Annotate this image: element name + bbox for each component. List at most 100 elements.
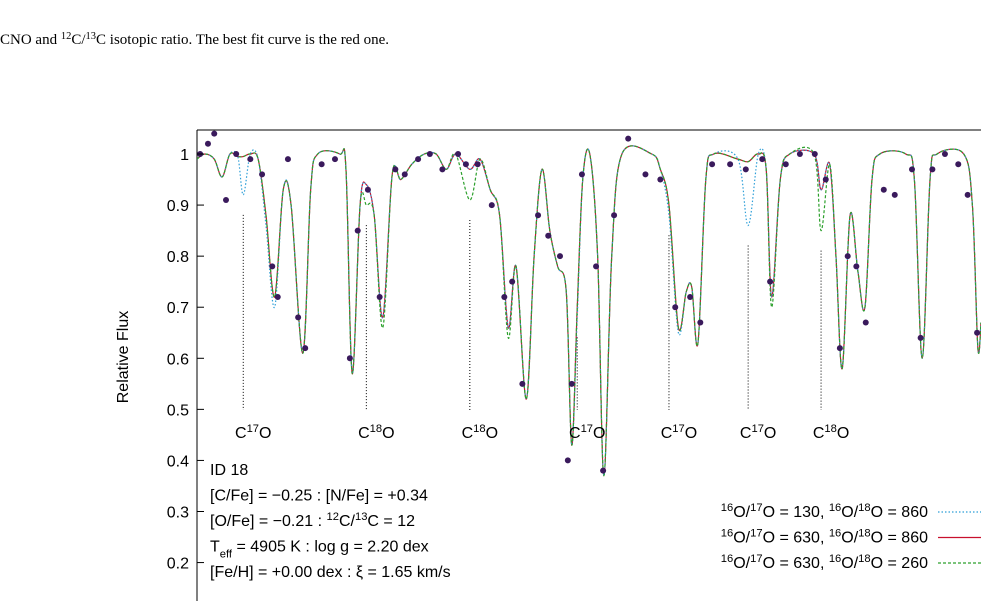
text-part: C <box>661 425 673 442</box>
observed-point <box>642 171 649 178</box>
observed-point <box>697 319 704 326</box>
text-part: O = 860 <box>871 504 928 521</box>
text-part: O/ <box>733 530 750 547</box>
observed-point <box>354 227 361 234</box>
observed-point <box>974 329 981 336</box>
text-part: CNO and <box>0 32 61 48</box>
observed-point <box>401 171 408 178</box>
observed-point <box>376 294 383 301</box>
text-part: C <box>462 425 474 442</box>
text-part: 17 <box>750 502 762 514</box>
text-part: C <box>235 425 247 442</box>
text-part: 13 <box>86 31 97 42</box>
plot-area <box>197 130 981 477</box>
observed-point <box>415 156 422 163</box>
observed-point <box>364 186 371 193</box>
y-tick-label: 0.5 <box>167 402 189 419</box>
observed-point <box>742 166 749 173</box>
text-part: eff <box>220 549 233 561</box>
observed-point <box>844 253 851 260</box>
observed-point <box>556 253 563 260</box>
text-part: ID 18 <box>210 462 248 479</box>
text-part: O/ <box>841 530 858 547</box>
text-part: 18 <box>858 528 870 540</box>
observed-point <box>204 140 211 147</box>
text-part: C <box>569 425 581 442</box>
observed-point <box>709 161 716 168</box>
observed-point <box>568 380 575 387</box>
info-line: [Fe/H] = +0.00 dex : ξ = 1.65 km/s <box>210 564 451 581</box>
observed-point <box>836 345 843 352</box>
observed-point <box>455 151 462 158</box>
text-part: 16 <box>829 502 841 514</box>
text-part: 18 <box>370 423 382 435</box>
line-id-label: C18O <box>462 423 498 442</box>
observed-point <box>782 161 789 168</box>
text-part: 12 <box>327 511 339 523</box>
text-part: 16 <box>721 502 733 514</box>
text-part: C <box>813 425 825 442</box>
text-part: 12 <box>61 31 72 42</box>
text-part: 18 <box>824 423 836 435</box>
observed-point <box>247 156 254 163</box>
info-line: Teff = 4905 K : log g = 2.20 dex <box>210 539 429 561</box>
text-part: C <box>740 425 752 442</box>
text-part: O <box>382 425 394 442</box>
observed-point <box>295 314 302 321</box>
observed-point <box>578 171 585 178</box>
observed-point <box>891 191 898 198</box>
observed-point <box>853 263 860 270</box>
observed-point <box>346 355 353 362</box>
observed-point <box>600 467 607 474</box>
text-part: 16 <box>721 553 733 565</box>
text-part: 18 <box>858 502 870 514</box>
caption: CNO and 12C/13C isotopic ratio. The best… <box>0 31 389 49</box>
observed-point <box>672 304 679 311</box>
text-part: O/ <box>841 555 858 572</box>
observed-point <box>625 135 632 142</box>
text-part: 17 <box>672 423 684 435</box>
text-part: [C/Fe] = −0.25 : [N/Fe] = +0.34 <box>210 488 428 505</box>
text-part: 18 <box>858 553 870 565</box>
text-part: 17 <box>750 528 762 540</box>
observed-point <box>284 156 291 163</box>
observed-point <box>302 345 309 352</box>
y-tick-label: 0.3 <box>167 505 189 522</box>
text-part: O <box>685 425 697 442</box>
observed-point <box>796 151 803 158</box>
text-part: O <box>486 425 498 442</box>
text-part: T <box>210 539 220 556</box>
text-part: 17 <box>751 423 763 435</box>
y-tick-label: 0.7 <box>167 300 189 317</box>
observed-point <box>862 319 869 326</box>
observed-point <box>811 151 818 158</box>
text-part: [Fe/H] = +0.00 dex : ξ = 1.65 km/s <box>210 564 451 581</box>
observed-point <box>426 151 433 158</box>
observed-point <box>964 191 971 198</box>
observed-point <box>545 232 552 239</box>
text-part: C <box>358 425 370 442</box>
observed-point <box>331 156 338 163</box>
observed-point <box>318 161 325 168</box>
text-part: O = 130, <box>763 504 829 521</box>
observed-point <box>211 130 218 137</box>
model-line <box>197 145 981 477</box>
observed-point <box>880 186 887 193</box>
text-part: 16 <box>829 553 841 565</box>
text-part: O <box>259 425 271 442</box>
text-part: O/ <box>733 504 750 521</box>
observed-point <box>519 380 526 387</box>
observed-point <box>929 166 936 173</box>
y-tick-label: 0.4 <box>167 453 189 470</box>
text-part: O <box>764 425 776 442</box>
observed-point <box>941 151 948 158</box>
observed-point <box>611 212 618 219</box>
observed-point <box>474 161 481 168</box>
observed-point <box>501 294 508 301</box>
legend-label: 16O/17O = 130, 16O/18O = 860 <box>721 502 928 521</box>
line-id-label: C17O <box>235 423 271 442</box>
text-part: 17 <box>750 553 762 565</box>
text-part: 16 <box>721 528 733 540</box>
observed-point <box>274 294 281 301</box>
